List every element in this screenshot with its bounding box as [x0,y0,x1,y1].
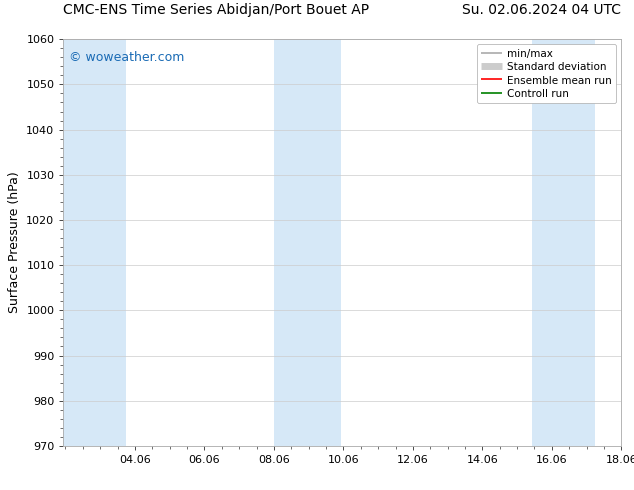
Text: Su. 02.06.2024 04 UTC: Su. 02.06.2024 04 UTC [462,3,621,17]
Y-axis label: Surface Pressure (hPa): Surface Pressure (hPa) [8,172,21,314]
Bar [63,39,126,446]
Legend: min/max, Standard deviation, Ensemble mean run, Controll run: min/max, Standard deviation, Ensemble me… [477,45,616,103]
Bar [274,39,341,446]
Bar [533,39,595,446]
Text: © woweather.com: © woweather.com [69,51,184,64]
Text: CMC-ENS Time Series Abidjan/Port Bouet AP: CMC-ENS Time Series Abidjan/Port Bouet A… [63,3,370,17]
